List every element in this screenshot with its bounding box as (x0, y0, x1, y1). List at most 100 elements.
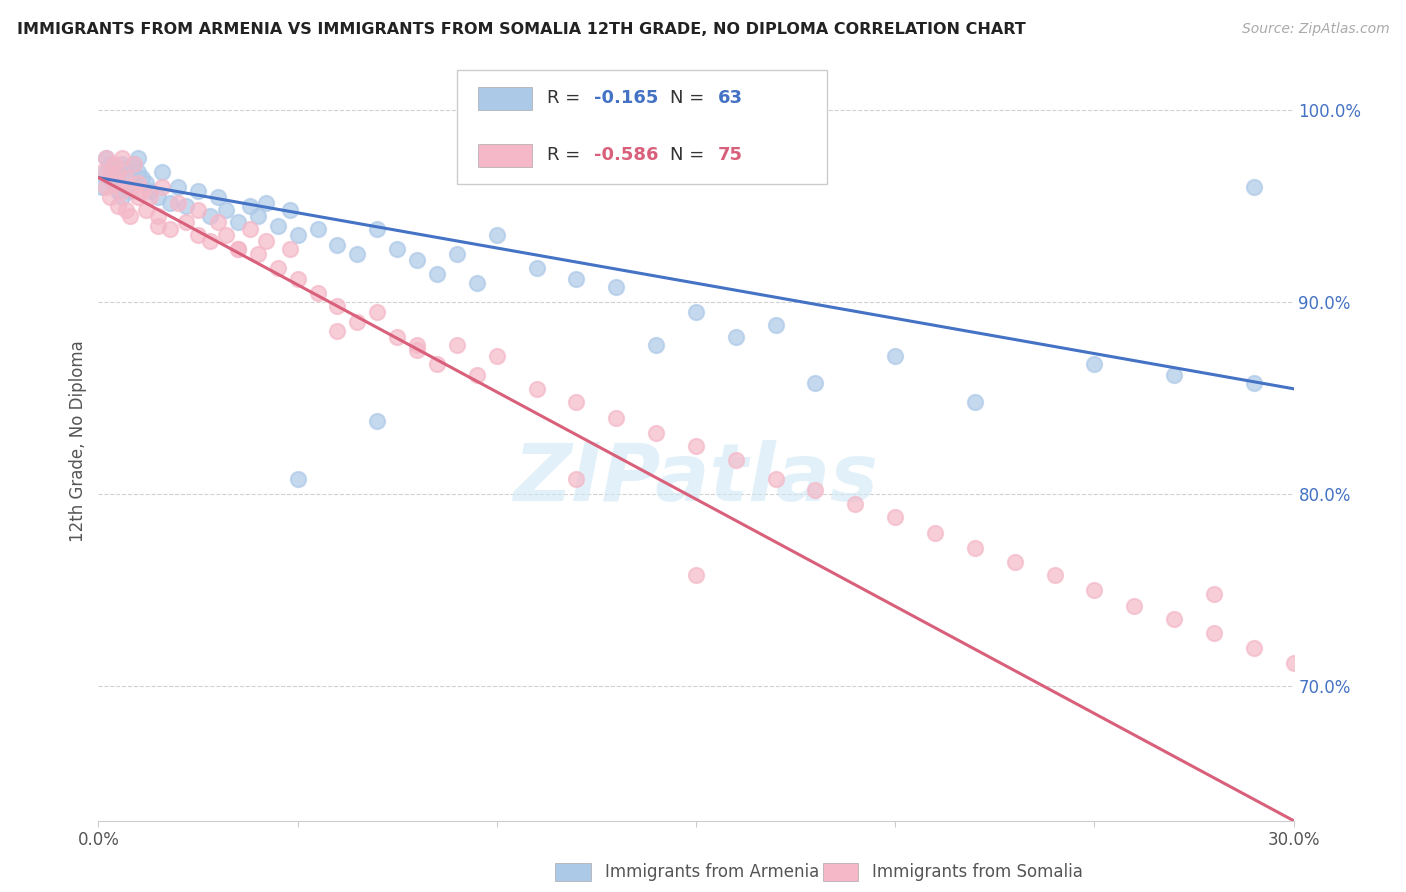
Point (187, 203, 209, 218)
Point (198, 234, 221, 248)
Text: Source: ZipAtlas.com: Source: ZipAtlas.com (1241, 22, 1389, 37)
Point (1163, 368, 1185, 383)
Text: N =: N = (669, 89, 710, 107)
FancyBboxPatch shape (457, 70, 827, 184)
Point (346, 247, 368, 261)
Point (115, 203, 138, 218)
Point (135, 177, 157, 191)
Point (426, 267, 449, 281)
Point (111, 190, 134, 204)
Text: R =: R = (547, 89, 585, 107)
Point (127, 177, 149, 191)
Point (287, 472, 309, 486)
Text: Immigrants from Somalia: Immigrants from Somalia (872, 863, 1083, 881)
Point (246, 209, 269, 223)
Point (326, 237, 349, 252)
Point (267, 219, 290, 233)
Point (115, 180, 138, 194)
Point (98, 157, 122, 171)
Point (254, 195, 277, 210)
Point (120, 170, 142, 185)
Point (844, 497, 866, 511)
Point (385, 330, 409, 344)
Point (107, 199, 129, 213)
Point (565, 272, 588, 286)
Point (685, 439, 707, 453)
Point (1243, 376, 1265, 390)
Point (465, 276, 488, 290)
Point (1243, 180, 1265, 194)
Point (91, 165, 114, 179)
Point (226, 242, 249, 256)
Point (605, 280, 627, 294)
Point (1004, 554, 1026, 568)
Point (127, 190, 149, 204)
Point (239, 222, 262, 236)
Point (148, 190, 170, 204)
Point (1083, 583, 1105, 598)
Point (111, 184, 134, 198)
Point (96, 152, 118, 166)
Point (724, 330, 747, 344)
Point (124, 157, 146, 171)
Point (366, 414, 388, 428)
Point (135, 203, 157, 218)
Text: 75: 75 (717, 146, 742, 164)
Point (131, 184, 153, 198)
Point (307, 222, 329, 236)
Point (287, 272, 309, 286)
Point (765, 318, 787, 333)
Point (107, 165, 129, 179)
Point (724, 452, 747, 467)
Point (446, 247, 468, 261)
Point (150, 180, 173, 194)
Point (685, 305, 707, 319)
Point (1123, 599, 1146, 613)
Point (139, 190, 162, 204)
Point (485, 349, 508, 363)
Point (111, 152, 134, 166)
Point (103, 177, 125, 191)
Point (326, 299, 349, 313)
Point (924, 525, 946, 540)
Point (884, 510, 907, 524)
Point (103, 177, 125, 191)
Point (120, 209, 142, 223)
Point (215, 203, 238, 218)
Point (91, 180, 114, 194)
Point (215, 228, 238, 243)
Point (150, 165, 173, 179)
Point (1202, 587, 1225, 601)
Point (765, 472, 787, 486)
Point (565, 395, 588, 409)
Point (207, 215, 229, 229)
Point (103, 157, 125, 171)
Point (127, 152, 149, 166)
Point (287, 228, 309, 243)
Point (426, 357, 449, 371)
Point (174, 215, 197, 229)
Point (804, 376, 827, 390)
Point (167, 180, 190, 194)
Point (120, 184, 142, 198)
Point (307, 285, 329, 300)
Point (446, 337, 468, 351)
Point (167, 195, 190, 210)
Point (685, 568, 707, 582)
Point (111, 157, 134, 171)
Point (187, 184, 209, 198)
Point (1243, 640, 1265, 655)
Point (207, 190, 229, 204)
Point (267, 260, 290, 275)
Point (565, 472, 588, 486)
Point (174, 199, 197, 213)
Point (278, 203, 301, 218)
Point (115, 170, 138, 185)
Point (1202, 625, 1225, 640)
Point (346, 315, 368, 329)
Point (96, 165, 118, 179)
Point (239, 199, 262, 213)
Y-axis label: 12th Grade, No Diploma: 12th Grade, No Diploma (69, 341, 87, 542)
Point (526, 260, 548, 275)
Point (963, 395, 986, 409)
